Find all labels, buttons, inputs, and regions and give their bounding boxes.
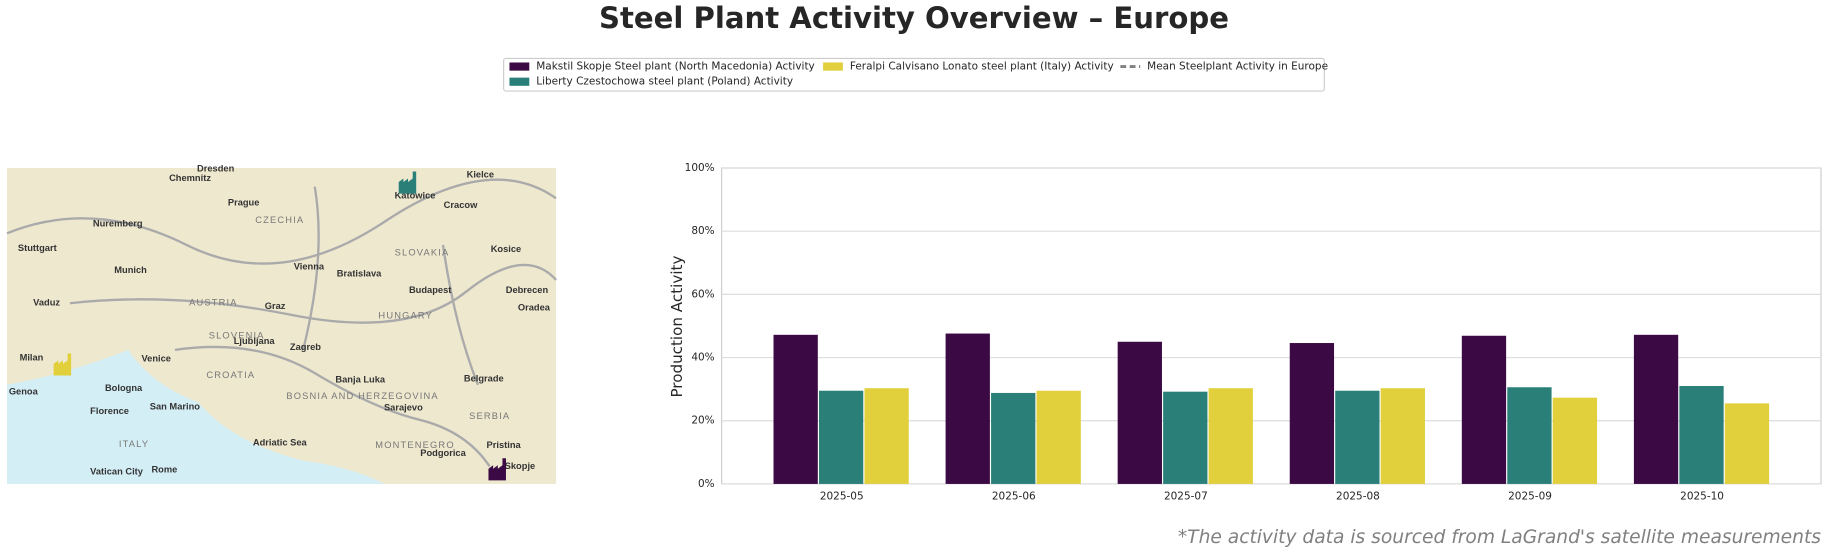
legend-label: Feralpi Calvisano Lonato steel plant (It…: [850, 61, 1114, 73]
map-city-label: Sarajevo: [384, 403, 423, 413]
map-border: [301, 186, 320, 351]
bar: [773, 334, 818, 484]
map-city-label: Dresden: [197, 164, 235, 174]
x-tick-label: 2025-09: [1508, 491, 1552, 503]
bar: [1724, 403, 1770, 484]
map-region-label: BOSNIA AND HERZEGOVINA: [286, 391, 438, 401]
bar: [1208, 388, 1253, 484]
map-city-label: Munich: [114, 265, 147, 275]
map-city-label: Rome: [151, 464, 177, 474]
x-tick-label: 2025-06: [992, 491, 1036, 503]
x-tick-label: 2025-05: [820, 491, 864, 503]
legend-label: Liberty Czestochowa steel plant (Poland)…: [536, 76, 793, 88]
map-border: [441, 244, 480, 386]
map-region-label: ITALY: [119, 439, 149, 449]
map-city-label: Nuremberg: [93, 218, 143, 228]
map-region-label: HUNGARY: [378, 311, 433, 321]
map-region-label: CZECHIA: [255, 215, 304, 225]
x-tick-label: 2025-10: [1680, 491, 1724, 503]
map-city-label: Debrecen: [506, 285, 549, 295]
chart-title: Steel Plant Activity Overview – Europe: [599, 1, 1229, 35]
y-tick-label: 100%: [685, 162, 715, 174]
legend-box: [503, 57, 1325, 92]
map-city-label: Bologna: [105, 383, 143, 393]
bar: [1289, 343, 1335, 484]
map-city-label: Oradea: [518, 302, 551, 312]
x-tick-label: 2025-07: [1164, 491, 1208, 503]
x-tick-label: 2025-08: [1336, 491, 1380, 503]
legend-swatch: [823, 62, 843, 71]
y-tick-label: 0%: [698, 478, 715, 490]
map-city-label: Prague: [228, 197, 260, 207]
bar: [1335, 390, 1380, 484]
bar: [1163, 391, 1208, 484]
plant-icon: [398, 171, 417, 194]
legend-swatch: [509, 62, 530, 71]
map-city-label: Venice: [141, 354, 171, 364]
bar: [1552, 397, 1598, 484]
footnote: *The activity data is sourced from LaGra…: [1178, 527, 1821, 548]
map-city-label: Cracow: [444, 200, 478, 210]
map-region-label: SERBIA: [469, 411, 510, 421]
map-city-label: Kosice: [491, 244, 522, 254]
bar: [864, 388, 909, 484]
bar: [945, 333, 990, 484]
map: [6, 167, 557, 484]
map-city-label: Vaduz: [33, 298, 60, 308]
bar: [1679, 385, 1724, 484]
bar: [1507, 387, 1552, 484]
map-city-label: Genoa: [9, 386, 39, 396]
map-city-label: Zagreb: [290, 342, 321, 352]
map-city-label: Banja Luka: [335, 375, 386, 385]
map-city-label: Bratislava: [337, 269, 382, 279]
map-city-label: Belgrade: [464, 373, 504, 383]
map-sea: [6, 349, 385, 484]
map-city-label: Milan: [20, 352, 44, 362]
bar: [1036, 390, 1081, 484]
map-city-label: Florence: [90, 406, 129, 416]
map-region-label: CROATIA: [206, 370, 255, 380]
map-border: [6, 178, 557, 265]
map-city-label: Adriatic Sea: [253, 438, 308, 448]
legend-label: Makstil Skopje Steel plant (North Macedo…: [536, 61, 815, 73]
map-city-label: San Marino: [150, 401, 201, 411]
map-city-label: Podgorica: [420, 448, 466, 458]
legend-swatch: [509, 77, 530, 86]
map-city-label: Budapest: [409, 285, 451, 295]
legend-label: Mean Steelplant Activity in Europe: [1147, 61, 1328, 73]
bar: [991, 392, 1036, 484]
y-tick-label: 20%: [691, 415, 714, 427]
map-city-label: Chemnitz: [169, 173, 211, 183]
bar: [1633, 334, 1679, 484]
map-city-label: Katowice: [395, 190, 436, 200]
map-border: [69, 263, 557, 324]
map-city-label: Pristina: [487, 440, 522, 450]
map-city-label: Graz: [265, 301, 286, 311]
map-city-label: Vienna: [294, 262, 325, 272]
bar: [1380, 388, 1425, 484]
bar: [1117, 341, 1162, 484]
map-city-label: Ljubljana: [234, 336, 276, 346]
map-city-label: Stuttgart: [18, 243, 57, 253]
bar: [818, 390, 864, 484]
plant-icon: [488, 458, 506, 481]
map-region-label: AUSTRIA: [189, 298, 238, 308]
map-region-label: SLOVENIA: [209, 330, 265, 340]
y-axis-label: Production Activity: [668, 256, 686, 398]
map-border: [174, 345, 491, 468]
map-city-label: Vatican City: [90, 467, 144, 477]
bar: [1461, 335, 1507, 484]
plant-icon: [53, 353, 72, 376]
map-city-label: Skopje: [505, 461, 536, 471]
map-region-label: SLOVAKIA: [395, 248, 450, 258]
y-tick-label: 80%: [691, 225, 714, 237]
map-city-label: Kielce: [467, 169, 494, 179]
map-region-label: MONTENEGRO: [375, 440, 454, 450]
y-tick-label: 60%: [691, 288, 714, 300]
y-tick-label: 40%: [691, 352, 714, 364]
